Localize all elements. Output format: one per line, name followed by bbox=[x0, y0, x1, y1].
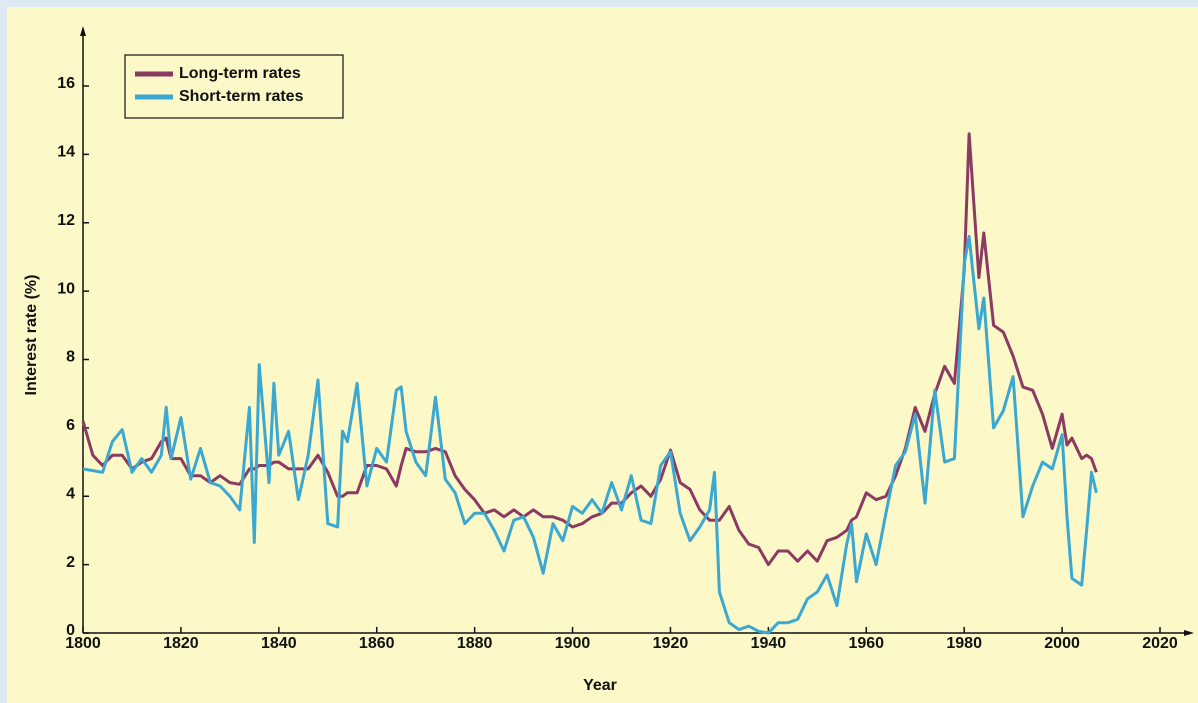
x-tick-label: 1960 bbox=[848, 635, 884, 652]
y-tick-label: 0 bbox=[66, 622, 75, 639]
legend-label: Long-term rates bbox=[179, 65, 301, 82]
plot-background bbox=[7, 7, 1198, 703]
x-tick-label: 1800 bbox=[65, 635, 101, 652]
line-series bbox=[81, 132, 1098, 567]
legend-label: Short-term rates bbox=[179, 88, 304, 105]
x-axis-arrow bbox=[1184, 630, 1194, 636]
x-tick-label: 1820 bbox=[163, 635, 199, 652]
y-tick-label: 6 bbox=[66, 417, 75, 434]
x-tick-label: 1940 bbox=[751, 635, 787, 652]
x-tick-label: 1900 bbox=[555, 635, 591, 652]
y-axis-label: Interest rate (%) bbox=[23, 275, 40, 396]
y-tick-label: 12 bbox=[57, 212, 75, 229]
x-tick-label: 2000 bbox=[1044, 635, 1080, 652]
y-axis-arrow bbox=[80, 26, 86, 36]
y-tick-label: 10 bbox=[57, 280, 75, 297]
y-tick-label: 4 bbox=[66, 485, 75, 502]
x-axis-label: Year bbox=[583, 677, 617, 694]
x-tick-label: 1880 bbox=[457, 635, 493, 652]
y-tick-label: 14 bbox=[57, 144, 75, 161]
y-tick-label: 8 bbox=[66, 349, 75, 366]
x-tick-label: 1860 bbox=[359, 635, 395, 652]
y-tick-label: 2 bbox=[66, 554, 75, 571]
x-tick-label: 1840 bbox=[261, 635, 297, 652]
x-tick-label: 1920 bbox=[653, 635, 689, 652]
y-tick-label: 16 bbox=[57, 75, 75, 92]
x-tick-label: 1980 bbox=[946, 635, 982, 652]
x-tick-label: 2020 bbox=[1142, 635, 1178, 652]
legend-box bbox=[124, 54, 344, 119]
line-series bbox=[82, 234, 1098, 635]
